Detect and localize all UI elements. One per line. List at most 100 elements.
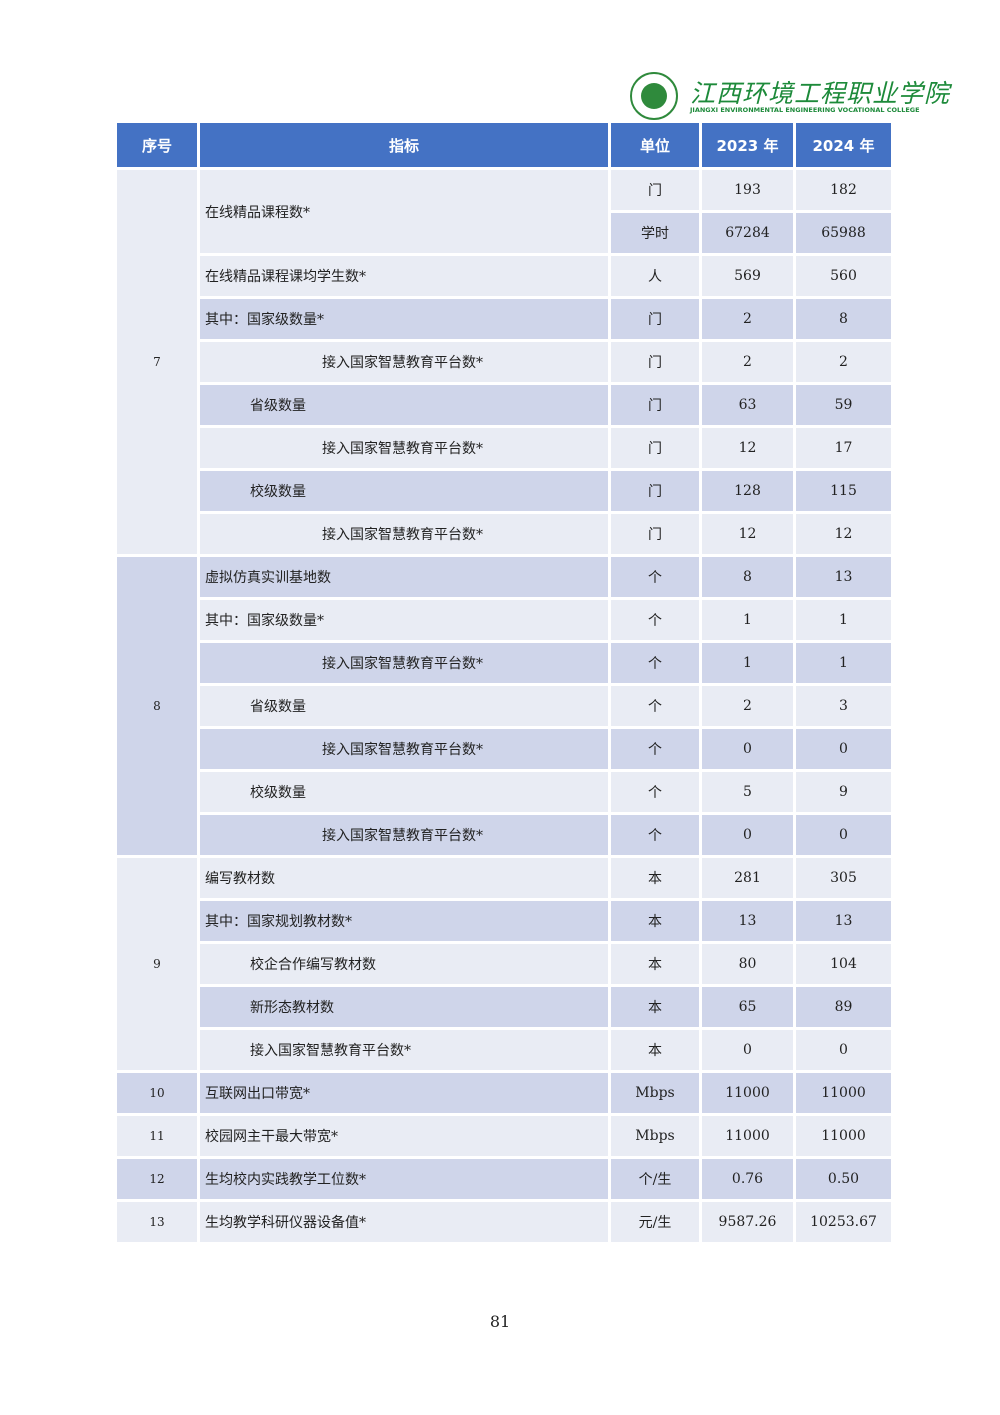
table-row: 10 互联网出口带宽* Mbps 11000 11000 <box>117 1073 891 1113</box>
sequence-cell: 12 <box>117 1159 197 1199</box>
value-2024-cell: 89 <box>796 987 891 1027</box>
unit-cell: 个 <box>611 815 699 855</box>
value-2023-cell: 9587.26 <box>702 1202 793 1242</box>
value-2023-cell: 8 <box>702 557 793 597</box>
table-row: 接入国家智慧教育平台数* 个 0 0 <box>117 815 891 855</box>
value-2023-cell: 80 <box>702 944 793 984</box>
indicator-cell: 生均校内实践教学工位数* <box>200 1159 608 1199</box>
unit-cell: 个 <box>611 729 699 769</box>
value-2023-cell: 0 <box>702 729 793 769</box>
value-2024-cell: 11000 <box>796 1116 891 1156</box>
indicator-cell: 虚拟仿真实训基地数 <box>200 557 608 597</box>
unit-cell: 个 <box>611 557 699 597</box>
sequence-cell: 13 <box>117 1202 197 1242</box>
indicator-table: 序号 指标 单位 2023 年 2024 年 7 在线精品课程数* 门 193 182 学时 672… <box>114 120 894 1245</box>
indicator-cell: 校园网主干最大带宽* <box>200 1116 608 1156</box>
unit-cell: 本 <box>611 858 699 898</box>
indicator-cell: 省级数量 <box>200 686 608 726</box>
value-2024-cell: 2 <box>796 342 891 382</box>
indicator-cell: 其中：国家级数量* <box>200 299 608 339</box>
table-row: 其中：国家级数量* 门 2 8 <box>117 299 891 339</box>
value-2023-cell: 2 <box>702 686 793 726</box>
indicator-cell: 在线精品课程数* <box>200 170 608 253</box>
value-2024-cell: 1 <box>796 600 891 640</box>
table-row: 9 编写教材数本 281 305 <box>117 858 891 1070</box>
table-row: 接入国家智慧教育平台数* 门 12 17 <box>117 428 891 468</box>
indicator-cell: 在线精品课程课均学生数* <box>200 256 608 296</box>
unit-cell: 门 <box>611 428 699 468</box>
value-2024-cell: 59 <box>796 385 891 425</box>
value-2023-cell: 13 <box>702 901 793 941</box>
unit-cell: 人 <box>611 256 699 296</box>
indicator-cell: 校级数量 <box>200 471 608 511</box>
unit-cell: 门 <box>611 385 699 425</box>
value-2023-cell: 569 <box>702 256 793 296</box>
indicator-cell: 其中：国家级数量* <box>200 600 608 640</box>
unit-cell: 个 <box>611 600 699 640</box>
value-2024-cell: 17 <box>796 428 891 468</box>
unit-cell: Mbps <box>611 1073 699 1113</box>
unit-cell: 本 <box>611 944 699 984</box>
sequence-cell: 8 <box>117 557 197 855</box>
table-row: 接入国家智慧教育平台数* 本 0 0 <box>117 1030 891 1070</box>
unit-cell: 个/生 <box>611 1159 699 1199</box>
value-2024-cell: 9 <box>796 772 891 812</box>
value-2024-cell: 0 <box>796 729 891 769</box>
indicator-cell: 接入国家智慧教育平台数* <box>200 342 608 382</box>
table-row: 12 生均校内实践教学工位数* 个/生 0.76 0.50 <box>117 1159 891 1199</box>
value-2023-cell: 11000 <box>702 1073 793 1113</box>
value-2024-cell: 11000 <box>796 1073 891 1113</box>
indicator-cell: 接入国家智慧教育平台数* <box>200 514 608 554</box>
value-2023-cell: 67284 <box>702 213 793 253</box>
indicator-cell: 接入国家智慧教育平台数* <box>200 428 608 468</box>
unit-cell: 门 <box>611 299 699 339</box>
table-row: 其中：国家级数量* 个 1 1 <box>117 600 891 640</box>
table-row: 7 在线精品课程数* 门 193 182 <box>117 170 891 554</box>
value-2023-cell: 193 <box>702 170 793 210</box>
value-2023-cell: 2 <box>702 299 793 339</box>
indicator-cell: 接入国家智慧教育平台数* <box>200 1030 608 1070</box>
table-row: 13 生均教学科研仪器设备值* 元/生 9587.26 10253.67 <box>117 1202 891 1242</box>
value-2023-cell: 281 <box>702 858 793 898</box>
value-2024-cell: 10253.67 <box>796 1202 891 1242</box>
sequence-cell: 11 <box>117 1116 197 1156</box>
value-2023-cell: 0 <box>702 815 793 855</box>
value-2024-cell: 13 <box>796 901 891 941</box>
value-2024-cell: 182 <box>796 170 891 210</box>
table-row: 接入国家智慧教育平台数* 个 0 0 <box>117 729 891 769</box>
value-2023-cell: 12 <box>702 428 793 468</box>
table-row: 校级数量个 5 9 <box>117 772 891 812</box>
column-header: 单位 <box>611 123 699 167</box>
value-2024-cell: 104 <box>796 944 891 984</box>
value-2024-cell: 0.50 <box>796 1159 891 1199</box>
value-2023-cell: 12 <box>702 514 793 554</box>
value-2024-cell: 560 <box>796 256 891 296</box>
table-row: 接入国家智慧教育平台数* 门 2 2 <box>117 342 891 382</box>
indicator-cell: 校级数量 <box>200 772 608 812</box>
page-number: 81 <box>489 1312 511 1331</box>
logo-english-name: JIANGXI ENVIRONMENTAL ENGINEERING VOCATI… <box>690 106 920 114</box>
column-header: 2024 年 <box>796 123 891 167</box>
sequence-cell: 7 <box>117 170 197 554</box>
value-2023-cell: 5 <box>702 772 793 812</box>
column-header: 序号 <box>117 123 197 167</box>
table-row: 省级数量门 63 59 <box>117 385 891 425</box>
unit-cell: 门 <box>611 514 699 554</box>
indicator-cell: 编写教材数 <box>200 858 608 898</box>
logo-chinese-name: 江西环境工程职业学院 <box>690 79 951 108</box>
unit-cell: Mbps <box>611 1116 699 1156</box>
table-row: 校企合作编写教材数本 80 104 <box>117 944 891 984</box>
column-header: 指标 <box>200 123 608 167</box>
sequence-cell: 9 <box>117 858 197 1070</box>
column-header: 2023 年 <box>702 123 793 167</box>
value-2023-cell: 0.76 <box>702 1159 793 1199</box>
value-2023-cell: 63 <box>702 385 793 425</box>
value-2023-cell: 1 <box>702 600 793 640</box>
table-row: 11 校园网主干最大带宽* Mbps 11000 11000 <box>117 1116 891 1156</box>
unit-cell: 本 <box>611 987 699 1027</box>
indicator-cell: 新形态教材数 <box>200 987 608 1027</box>
value-2024-cell: 0 <box>796 1030 891 1070</box>
table-row: 接入国家智慧教育平台数* 个 1 1 <box>117 643 891 683</box>
value-2023-cell: 65 <box>702 987 793 1027</box>
value-2024-cell: 8 <box>796 299 891 339</box>
